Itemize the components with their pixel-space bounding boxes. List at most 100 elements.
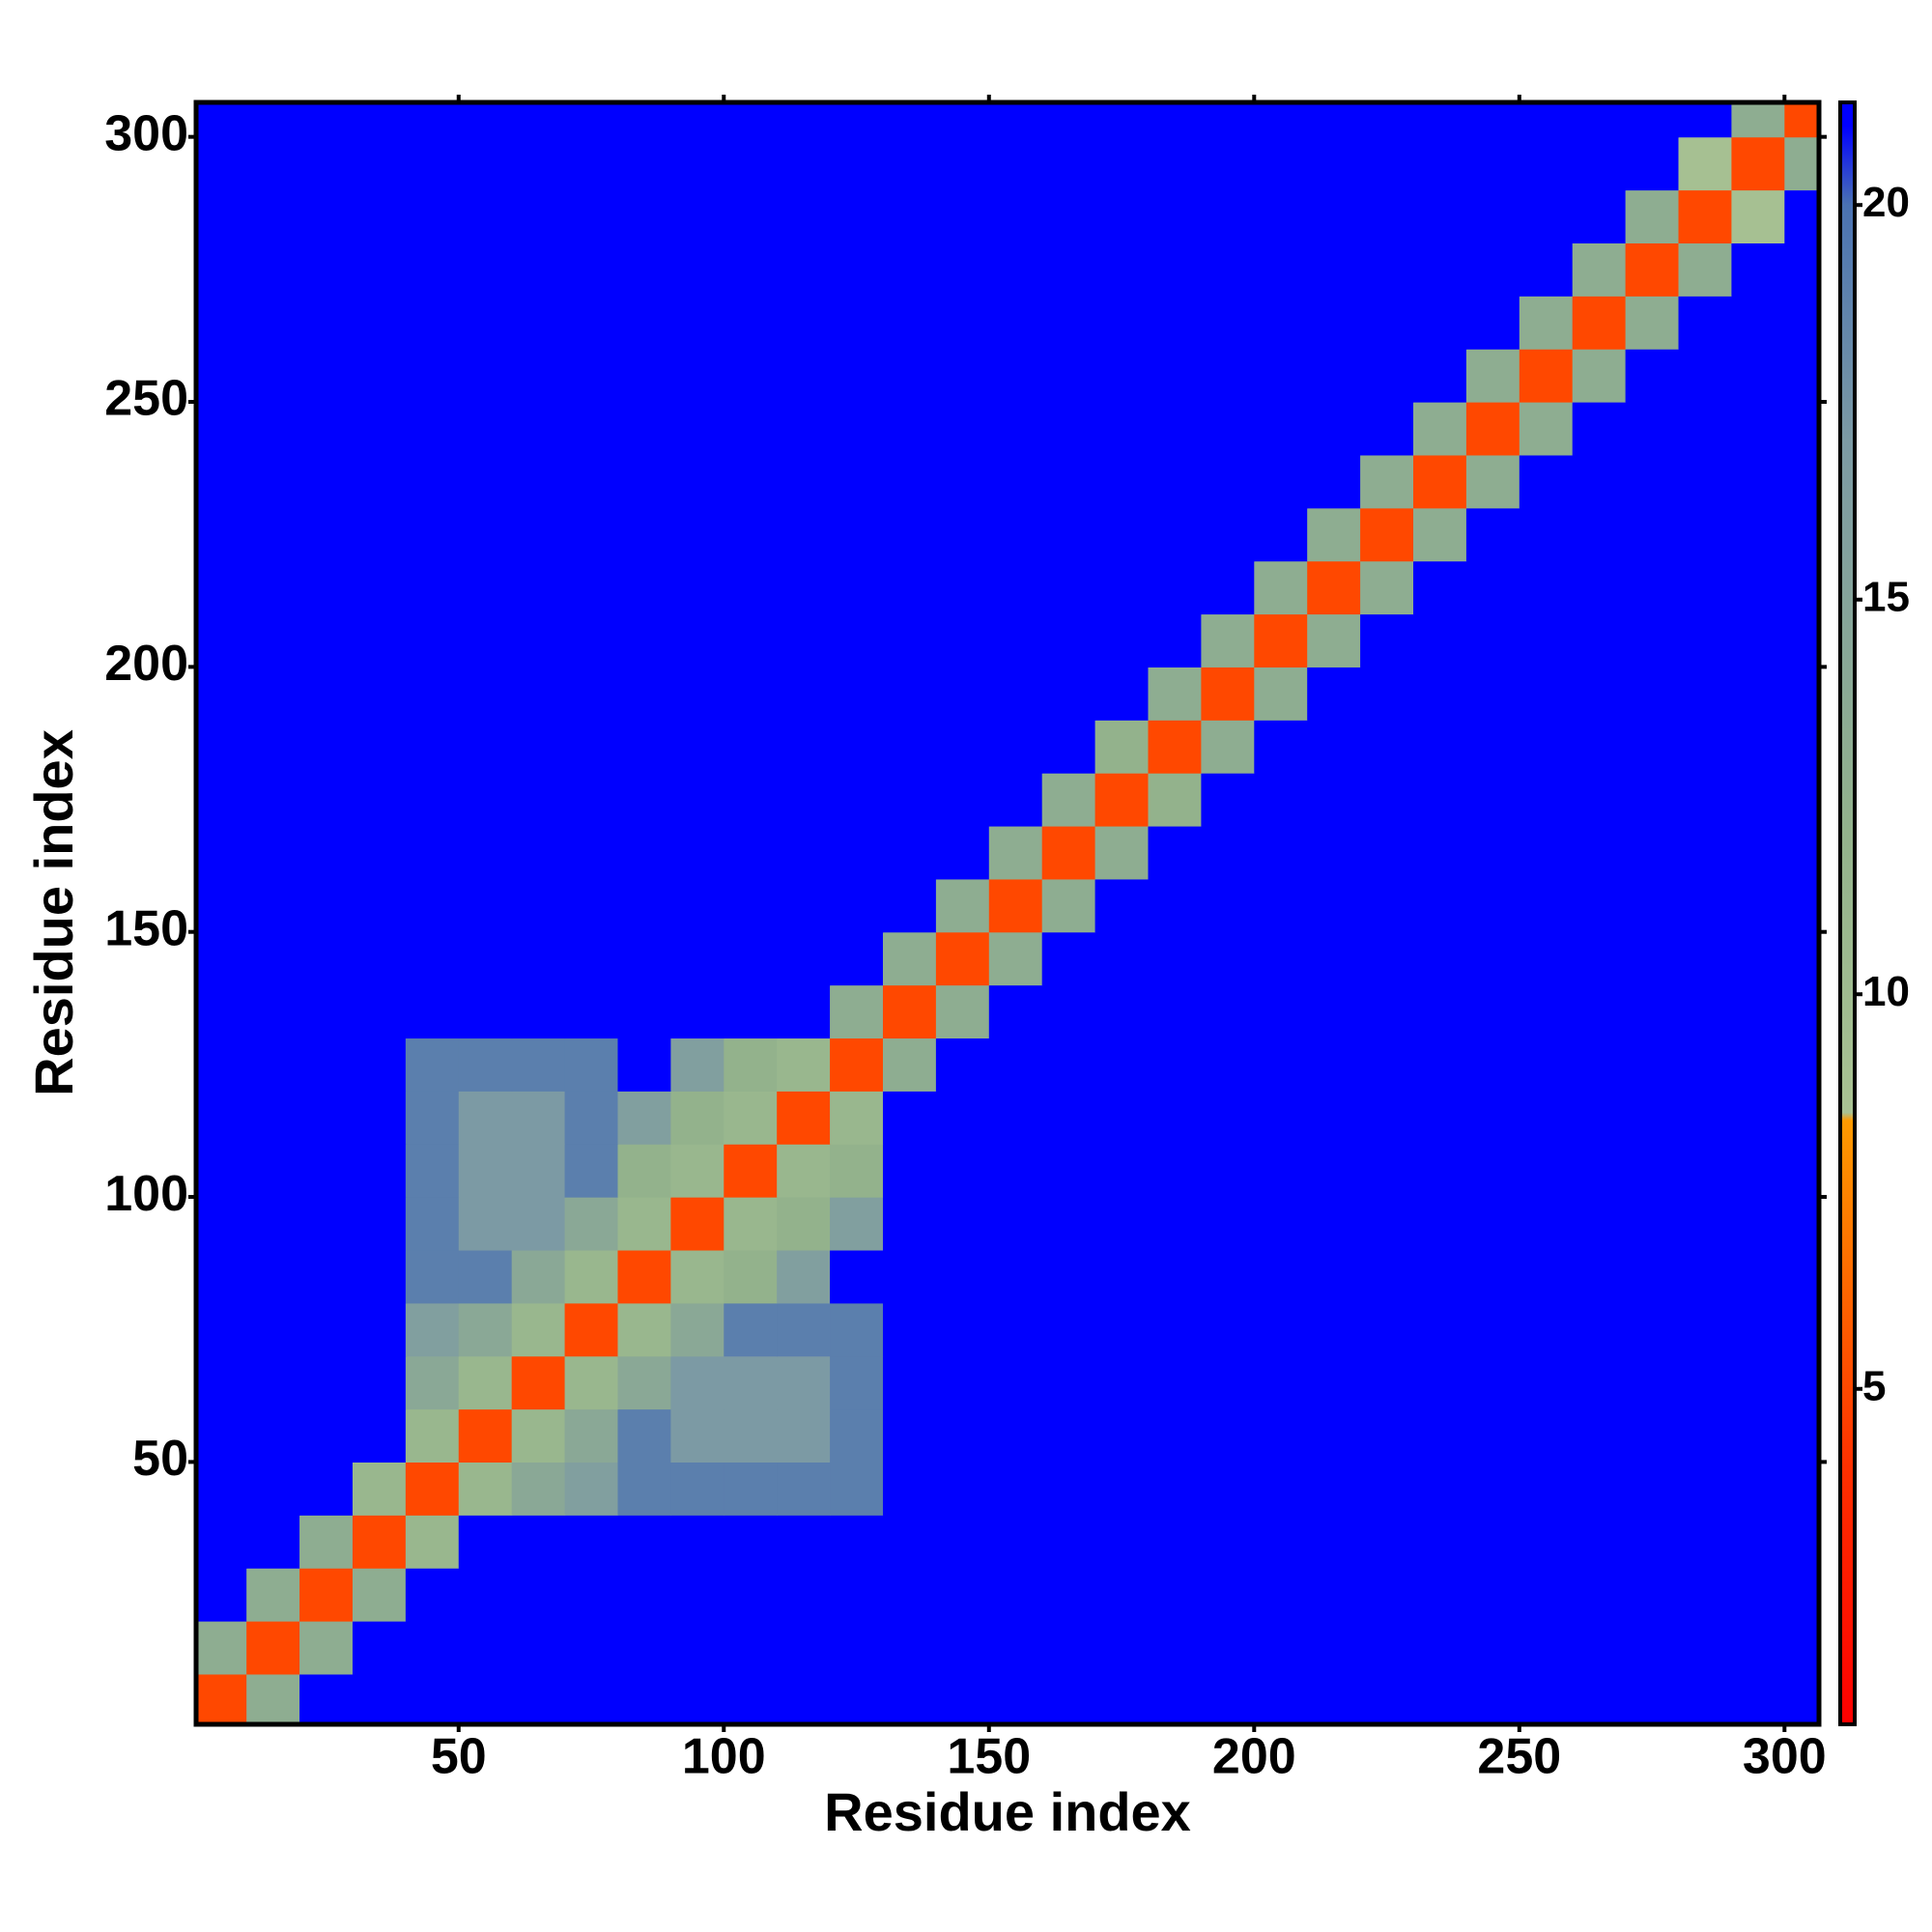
heatmap-cell xyxy=(299,1355,354,1410)
heatmap-cell xyxy=(299,613,354,668)
heatmap-cell xyxy=(935,1568,990,1622)
heatmap-cell xyxy=(935,720,990,774)
heatmap-cell xyxy=(617,1462,671,1516)
heatmap-cell xyxy=(1413,1408,1467,1463)
heatmap-cell xyxy=(1360,1408,1414,1463)
heatmap-cell xyxy=(1201,1515,1255,1569)
heatmap-cell xyxy=(1413,720,1467,774)
heatmap-cell xyxy=(1572,1091,1627,1145)
heatmap-cell xyxy=(1731,189,1785,244)
heatmap-cell xyxy=(1731,1249,1785,1304)
heatmap-cell xyxy=(1360,878,1414,933)
heatmap-cell xyxy=(1413,613,1467,668)
heatmap-cell xyxy=(1148,667,1202,721)
heatmap-cell xyxy=(1148,296,1202,350)
heatmap-cell xyxy=(670,1249,724,1304)
heatmap-cell xyxy=(1148,773,1202,827)
heatmap-cell xyxy=(1201,349,1255,403)
heatmap-cell xyxy=(1413,1515,1467,1569)
heatmap-cell xyxy=(1572,560,1627,615)
heatmap-cell xyxy=(246,560,300,615)
heatmap-cell xyxy=(458,1515,513,1569)
heatmap-cell xyxy=(1784,1515,1819,1569)
heatmap-cell xyxy=(1465,825,1520,880)
heatmap-cell xyxy=(196,189,247,244)
heatmap-cell xyxy=(1201,402,1255,456)
heatmap-cell xyxy=(1519,1037,1574,1092)
heatmap-cell xyxy=(1625,102,1680,138)
heatmap-cell xyxy=(1572,102,1627,138)
heatmap-cell xyxy=(1731,1037,1785,1092)
heatmap-cell xyxy=(564,613,619,668)
heatmap-cell xyxy=(458,102,513,138)
heatmap-cell xyxy=(988,1197,1043,1251)
heatmap-cell xyxy=(1784,296,1819,350)
heatmap-cell xyxy=(1360,136,1414,191)
heatmap-cell xyxy=(299,560,354,615)
heatmap-cell xyxy=(1625,242,1680,297)
heatmap-cell xyxy=(988,454,1043,509)
heatmap-cell xyxy=(405,242,460,297)
heatmap-cell xyxy=(458,667,513,721)
heatmap-cell xyxy=(1731,1302,1785,1357)
heatmap-cell xyxy=(1360,1621,1414,1675)
heatmap-cell xyxy=(724,1568,778,1622)
heatmap-cell xyxy=(1307,1568,1361,1622)
heatmap-cell xyxy=(777,560,831,615)
heatmap-cell xyxy=(830,1302,884,1357)
heatmap-cell xyxy=(1625,1302,1680,1357)
heatmap-cell xyxy=(196,296,247,350)
heatmap-cell xyxy=(724,1673,778,1724)
heatmap-cell xyxy=(777,136,831,191)
heatmap-cell xyxy=(405,1462,460,1516)
heatmap-cell xyxy=(1041,1621,1096,1675)
heatmap-cell xyxy=(1784,613,1819,668)
heatmap-cell xyxy=(511,1249,566,1304)
heatmap-cell xyxy=(670,1568,724,1622)
x-tick-label: 200 xyxy=(1212,1729,1296,1785)
heatmap-cell xyxy=(777,1355,831,1410)
heatmap-cell xyxy=(196,1673,247,1724)
heatmap-cell xyxy=(830,560,884,615)
heatmap-cell xyxy=(724,1091,778,1145)
heatmap-cell xyxy=(1572,1037,1627,1092)
heatmap-cell xyxy=(246,984,300,1039)
heatmap-cell xyxy=(988,349,1043,403)
heatmap-cell xyxy=(1148,242,1202,297)
heatmap-cell xyxy=(988,1568,1043,1622)
heatmap-cell xyxy=(1678,720,1733,774)
heatmap-cell xyxy=(935,825,990,880)
heatmap-cell xyxy=(511,1462,566,1516)
heatmap-cell xyxy=(1360,984,1414,1039)
heatmap-cell xyxy=(617,189,671,244)
heatmap-cell xyxy=(777,1408,831,1463)
heatmap-cell xyxy=(1148,1673,1202,1724)
plot-frame xyxy=(193,99,1822,1727)
heatmap-cell xyxy=(405,984,460,1039)
heatmap-cell xyxy=(1465,1249,1520,1304)
heatmap-cell xyxy=(1148,1621,1202,1675)
heatmap-cell xyxy=(1041,1144,1096,1198)
heatmap-cell xyxy=(1678,1462,1733,1516)
heatmap-cell xyxy=(1465,1144,1520,1198)
heatmap-cell xyxy=(1254,825,1308,880)
heatmap-cell xyxy=(1094,454,1150,509)
heatmap-cell xyxy=(564,1408,619,1463)
heatmap-cell xyxy=(564,136,619,191)
heatmap-cell xyxy=(1465,1355,1520,1410)
heatmap-cell xyxy=(511,825,566,880)
heatmap-cell xyxy=(511,931,566,986)
heatmap-cell xyxy=(1360,189,1414,244)
heatmap-cell xyxy=(1201,102,1255,138)
heatmap-cell xyxy=(511,189,566,244)
heatmap-cell xyxy=(1201,984,1255,1039)
heatmap-cell xyxy=(1201,454,1255,509)
heatmap-cell xyxy=(511,1302,566,1357)
heatmap-cell xyxy=(352,773,407,827)
heatmap-cell xyxy=(1307,1091,1361,1145)
heatmap-cell xyxy=(935,1037,990,1092)
heatmap-cell xyxy=(352,242,407,297)
heatmap-cell xyxy=(935,1197,990,1251)
heatmap-cell xyxy=(1413,507,1467,562)
heatmap-cell xyxy=(1572,1462,1627,1516)
